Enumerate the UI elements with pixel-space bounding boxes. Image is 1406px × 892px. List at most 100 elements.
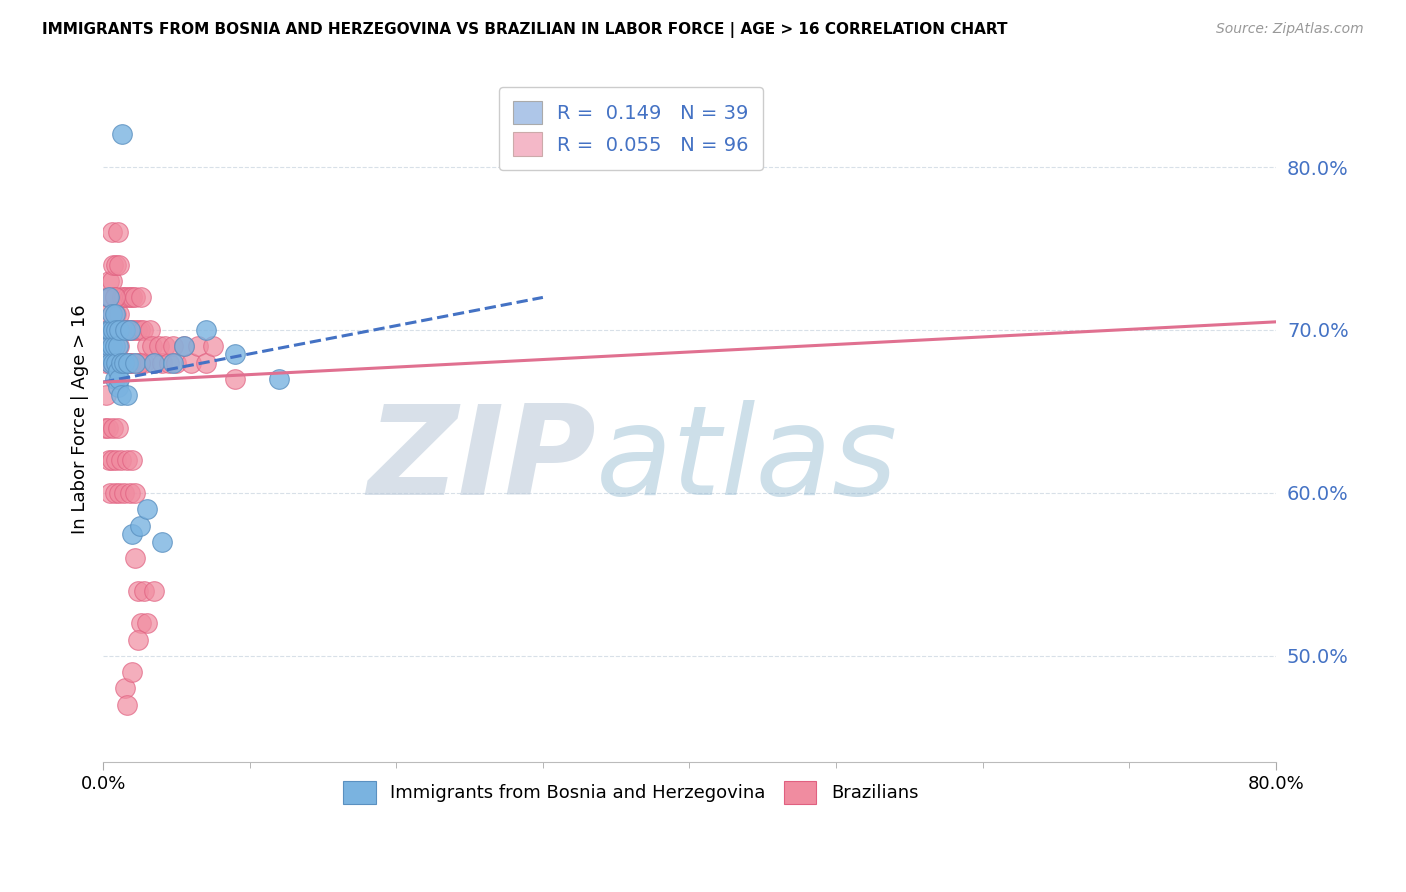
Point (127, 583, 149, 598)
Point (108, 486, 131, 500)
Point (96, 290, 118, 304)
Point (104, 372, 127, 386)
Point (187, 339, 209, 353)
Point (105, 307, 128, 321)
Point (100, 355, 122, 369)
Point (107, 421, 129, 435)
Point (129, 616, 152, 631)
Point (101, 323, 124, 337)
Point (173, 339, 195, 353)
Point (96, 323, 118, 337)
Point (129, 290, 152, 304)
Point (148, 339, 170, 353)
Point (124, 290, 146, 304)
Point (103, 323, 125, 337)
Point (110, 323, 132, 337)
Point (103, 355, 125, 369)
Point (105, 355, 128, 369)
Point (267, 372, 290, 386)
Point (128, 518, 150, 533)
Point (118, 290, 141, 304)
Point (162, 339, 184, 353)
Point (115, 388, 138, 402)
Point (117, 355, 139, 369)
Point (111, 290, 134, 304)
Point (100, 355, 122, 369)
Point (131, 323, 153, 337)
Point (103, 355, 125, 369)
Point (194, 355, 217, 369)
Point (108, 258, 131, 272)
Point (98, 274, 121, 288)
Point (94, 347, 117, 361)
Point (110, 355, 132, 369)
Point (115, 698, 138, 712)
Point (108, 339, 131, 353)
Point (104, 339, 127, 353)
Point (127, 632, 149, 647)
Point (150, 534, 173, 549)
Point (194, 323, 217, 337)
Point (136, 339, 159, 353)
Point (108, 307, 131, 321)
Point (104, 290, 127, 304)
Point (139, 323, 162, 337)
Point (112, 355, 135, 369)
Point (118, 323, 141, 337)
Point (118, 323, 141, 337)
Point (121, 665, 143, 680)
Point (143, 355, 166, 369)
Point (143, 355, 166, 369)
Point (112, 290, 135, 304)
Point (104, 323, 127, 337)
Point (112, 486, 135, 500)
Point (110, 388, 132, 402)
Point (98, 453, 121, 467)
Point (157, 355, 180, 369)
Point (107, 339, 129, 353)
Point (153, 339, 176, 353)
Point (105, 323, 128, 337)
Point (115, 453, 138, 467)
Point (108, 323, 131, 337)
Point (98, 290, 121, 304)
Point (107, 323, 129, 337)
Point (105, 258, 128, 272)
Point (136, 502, 159, 516)
Point (136, 616, 159, 631)
Point (104, 486, 127, 500)
Point (101, 274, 124, 288)
Point (100, 486, 122, 500)
Point (111, 355, 134, 369)
Point (128, 323, 150, 337)
Point (101, 453, 124, 467)
Point (114, 355, 136, 369)
Point (101, 307, 124, 321)
Point (150, 355, 173, 369)
Point (134, 355, 156, 369)
Point (173, 339, 195, 353)
Point (107, 225, 129, 239)
Point (110, 453, 132, 467)
Point (143, 583, 166, 598)
Point (224, 372, 246, 386)
Point (111, 128, 134, 142)
Point (103, 323, 125, 337)
Point (127, 355, 149, 369)
Point (125, 323, 148, 337)
Point (107, 355, 129, 369)
Y-axis label: In Labor Force | Age > 16: In Labor Force | Age > 16 (72, 305, 89, 534)
Point (134, 583, 156, 598)
Text: ZIP: ZIP (367, 401, 596, 521)
Point (93, 339, 115, 353)
Point (124, 486, 146, 500)
Text: IMMIGRANTS FROM BOSNIA AND HERZEGOVINA VS BRAZILIAN IN LABOR FORCE | AGE > 16 CO: IMMIGRANTS FROM BOSNIA AND HERZEGOVINA V… (42, 22, 1008, 38)
Point (105, 355, 128, 369)
Point (224, 347, 246, 361)
Point (98, 323, 121, 337)
Point (121, 453, 143, 467)
Point (120, 323, 142, 337)
Point (114, 681, 136, 696)
Point (162, 355, 184, 369)
Point (141, 339, 163, 353)
